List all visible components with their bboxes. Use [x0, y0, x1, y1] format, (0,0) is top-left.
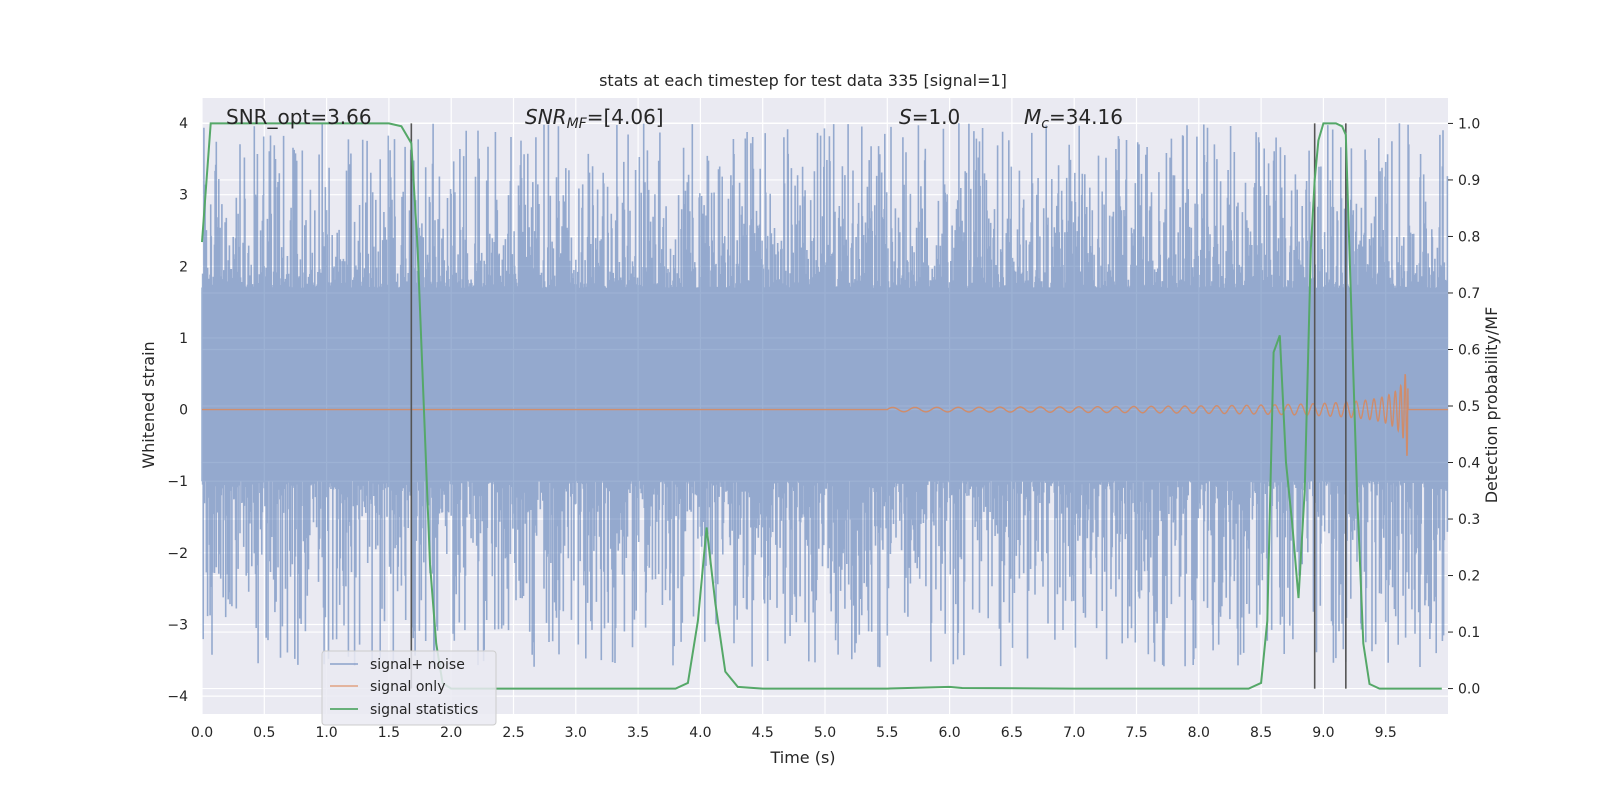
- x-tick-label-1: 0.5: [253, 725, 275, 741]
- x-tick-label-13: 6.5: [1001, 725, 1023, 741]
- annotation-s-symbol: S: [899, 105, 912, 129]
- annotation-mc-subscript: c: [1041, 116, 1049, 132]
- x-tick-label-2: 1.0: [315, 725, 337, 741]
- x-tick-label-16: 8.0: [1188, 725, 1210, 741]
- series-signal-only: [202, 373, 1448, 456]
- y-right-tick-label-8: 0.2: [1458, 569, 1480, 585]
- x-tick-label-15: 7.5: [1125, 725, 1147, 741]
- legend-label-signal-only: signal only: [370, 679, 445, 695]
- y-right-tick-label-9: 0.1: [1458, 625, 1480, 641]
- chart-title: stats at each timestep for test data 335…: [599, 71, 1007, 90]
- y-tick-label-3: 1: [179, 331, 188, 347]
- legend: signal+ noise signal only signal statist…: [321, 650, 497, 726]
- y-right-tick-label-4: 0.6: [1458, 342, 1480, 358]
- x-tick-label-11: 5.5: [876, 725, 898, 741]
- x-tick-label-4: 2.0: [440, 725, 462, 741]
- legend-box: [321, 650, 497, 726]
- annotation-snr-mf: SNRMF=[4.06]: [525, 105, 664, 132]
- y-tick-label-4: 0: [179, 403, 188, 419]
- x-axis-label: Time (s): [769, 748, 835, 767]
- annotation-snr-opt: SNR_opt=3.66: [226, 105, 372, 129]
- x-tick-label-9: 4.5: [752, 725, 774, 741]
- x-tick-label-8: 4.0: [689, 725, 711, 741]
- annotation-mc-value: =34.16: [1049, 105, 1123, 129]
- y-tick-label-8: −4: [167, 689, 188, 705]
- x-tick-label-3: 1.5: [378, 725, 400, 741]
- y-right-tick-label-1: 0.9: [1458, 173, 1480, 189]
- x-tick-label-12: 6.0: [938, 725, 960, 741]
- annotation-s: S=1.0: [899, 105, 960, 129]
- y-right-tick-label-3: 0.7: [1458, 286, 1480, 302]
- annotation-mc-symbol: M: [1024, 105, 1041, 129]
- x-tick-label-10: 5.0: [814, 725, 836, 741]
- x-tick-label-18: 9.0: [1312, 725, 1334, 741]
- legend-label-signal-noise: signal+ noise: [370, 657, 465, 673]
- x-tick-label-19: 9.5: [1375, 725, 1397, 741]
- y-axis-right-label: Detection probability/MF: [1482, 307, 1501, 504]
- y-right-tick-label-5: 0.5: [1458, 399, 1480, 415]
- y-tick-label-2: 2: [179, 259, 188, 275]
- y-tick-label-1: 3: [179, 188, 188, 204]
- legend-label-signal-statistics: signal statistics: [370, 702, 478, 718]
- y-tick-label-5: −1: [167, 474, 188, 490]
- x-tick-label-14: 7.0: [1063, 725, 1085, 741]
- y-tick-label-6: −2: [167, 546, 188, 562]
- annotation-mc: Mc=34.16: [1024, 105, 1123, 132]
- y-tick-label-0: 4: [179, 116, 188, 132]
- y-right-tick-label-10: 0.0: [1458, 682, 1480, 698]
- y-right-tick-label-6: 0.4: [1458, 456, 1480, 472]
- y-right-tick-label-0: 1.0: [1458, 116, 1480, 132]
- x-tick-label-5: 2.5: [502, 725, 524, 741]
- annotation-s-value: =1.0: [912, 105, 961, 129]
- x-tick-label-6: 3.0: [565, 725, 587, 741]
- y-tick-label-7: −3: [167, 617, 188, 633]
- x-tick-label-7: 3.5: [627, 725, 649, 741]
- y-right-tick-label-2: 0.8: [1458, 229, 1480, 245]
- annotation-snr-mf-symbol: SNR: [525, 105, 567, 129]
- annotation-snr-mf-value: =[4.06]: [587, 105, 664, 129]
- annotation-snr-mf-subscript: MF: [567, 116, 588, 132]
- y-axis-label: Whitened strain: [139, 341, 158, 468]
- series-signal-statistics: [201, 122, 1442, 690]
- x-tick-label-0: 0.0: [191, 725, 213, 741]
- x-tick-label-17: 8.5: [1250, 725, 1272, 741]
- y-right-tick-label-7: 0.3: [1458, 512, 1480, 528]
